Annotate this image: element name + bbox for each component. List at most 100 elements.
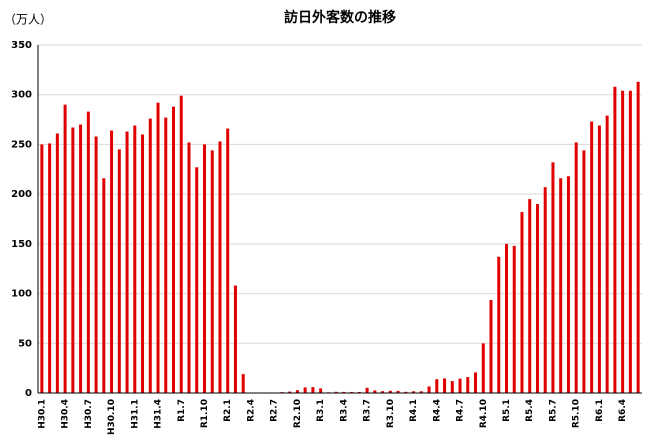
x-tick-label: R2.10: [293, 399, 303, 428]
bar: [63, 104, 67, 394]
y-tick-label: 250: [11, 139, 32, 150]
y-tick-label: 300: [11, 90, 32, 101]
bar: [94, 136, 98, 393]
x-tick-label: R5.10: [572, 399, 582, 428]
bar: [187, 142, 191, 393]
bar: [295, 390, 299, 393]
bar: [481, 343, 485, 393]
bar: [373, 390, 377, 393]
x-tick-label: R6.4: [618, 399, 628, 422]
y-tick-label: 100: [11, 289, 32, 300]
bar: [404, 391, 408, 393]
bar: [427, 386, 431, 393]
bar: [334, 391, 338, 393]
x-tick-label: R3.4: [339, 399, 349, 422]
x-tick-label: H30.4: [61, 399, 71, 429]
bar: [574, 142, 578, 393]
bar: [226, 128, 230, 393]
bar: [520, 212, 524, 393]
bar: [233, 285, 237, 393]
bar: [202, 144, 206, 393]
bar: [55, 133, 59, 393]
x-tick-label: R4.1: [409, 399, 419, 422]
x-tick-label: H30.10: [107, 399, 117, 435]
x-tick-label: R2.4: [246, 399, 256, 422]
bar: [590, 121, 594, 393]
bar: [79, 124, 83, 394]
bar: [71, 127, 75, 394]
bar: [636, 81, 640, 393]
x-tick-label: H30.1: [37, 399, 47, 429]
x-tick-label: R4.7: [456, 399, 466, 422]
x-tick-label: H30.7: [84, 399, 94, 429]
x-tick-label: R3.1: [316, 399, 326, 422]
bar: [528, 199, 532, 393]
bar: [628, 90, 632, 393]
x-tick-label: R4.10: [479, 399, 489, 428]
bar: [396, 390, 400, 393]
y-axis-label: （万人）: [4, 13, 52, 27]
y-tick-label: 200: [11, 189, 32, 200]
bar: [543, 187, 547, 393]
bar: [86, 111, 90, 394]
bar: [435, 379, 439, 393]
x-tick-label: R2.7: [270, 399, 280, 422]
x-tick-label: H31.1: [130, 399, 140, 429]
x-tick-label: R1.7: [177, 399, 187, 422]
bar: [241, 374, 245, 393]
bar: [497, 256, 501, 393]
bar: [164, 117, 168, 393]
bar: [141, 134, 145, 393]
bar: [597, 125, 601, 393]
x-tick-label: R4.4: [432, 399, 442, 422]
bar: [365, 387, 369, 393]
bar: [311, 387, 315, 393]
chart-title: 訪日外客数の推移: [284, 9, 396, 26]
y-tick-label: 0: [25, 388, 32, 399]
x-tick-label: R6.1: [595, 399, 605, 422]
y-tick-label: 350: [11, 40, 32, 51]
x-tick-label: H31.4: [154, 399, 164, 429]
bar: [156, 102, 160, 393]
x-tick-label: R5.1: [502, 399, 512, 422]
bar: [319, 388, 323, 393]
bar: [419, 391, 423, 393]
bar: [443, 378, 447, 393]
bar: [179, 95, 183, 394]
bar: [621, 90, 625, 393]
bar: [412, 391, 416, 393]
bar: [613, 86, 617, 393]
bar: [342, 391, 346, 393]
bar: [388, 390, 392, 393]
y-tick-label: 150: [11, 239, 32, 250]
x-tick-label: R5.4: [525, 399, 535, 422]
bar: [512, 245, 516, 393]
bar: [218, 141, 222, 393]
bar: [210, 150, 214, 393]
bar: [381, 391, 385, 393]
x-tick-label: R2.1: [223, 399, 233, 422]
y-tick-label: 50: [18, 338, 32, 349]
bar: [504, 243, 508, 393]
bar: [48, 143, 52, 393]
bar: [172, 106, 176, 393]
bar: [605, 115, 609, 393]
bar: [303, 387, 307, 393]
bar: [117, 149, 121, 393]
bar: [535, 204, 539, 393]
bar: [195, 167, 199, 393]
x-tick-label: R1.10: [200, 399, 210, 428]
bar: [559, 178, 563, 393]
bar: [551, 162, 555, 393]
x-tick-label: R3.7: [363, 399, 373, 422]
bar: [458, 378, 462, 393]
x-tick-label: R3.10: [386, 399, 396, 428]
bar: [582, 150, 586, 393]
bar: [102, 178, 106, 393]
bar: [288, 391, 292, 393]
bar: [466, 377, 470, 393]
bar: [489, 300, 493, 393]
bar: [450, 381, 454, 393]
bar: [133, 125, 137, 393]
